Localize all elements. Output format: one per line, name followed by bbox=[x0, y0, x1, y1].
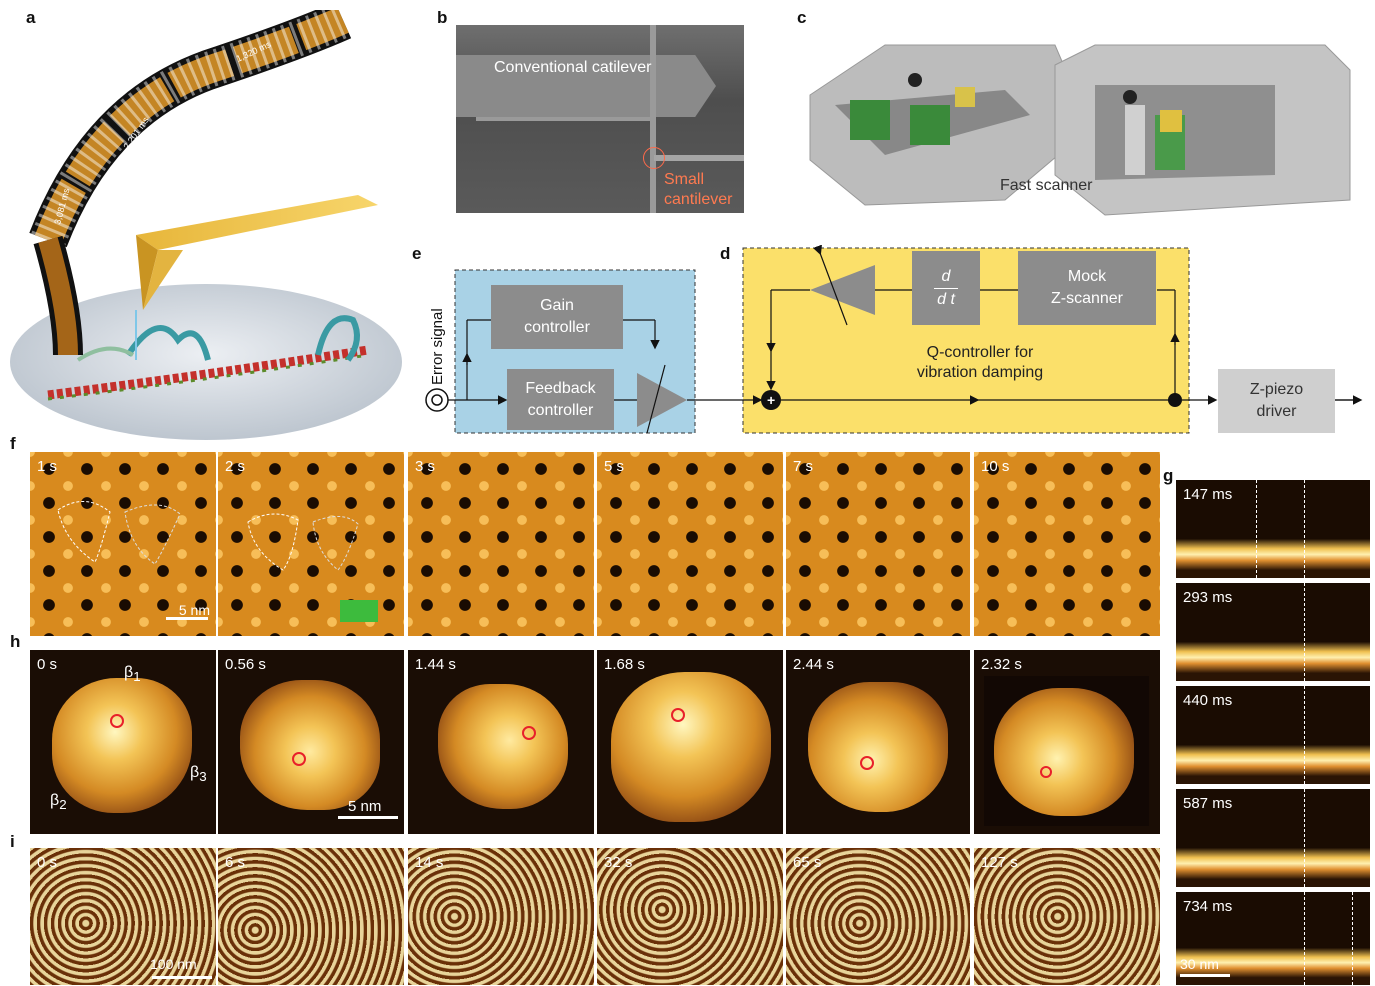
f-frame-4: 5 s bbox=[597, 452, 783, 636]
panel-label-g: g bbox=[1163, 466, 1174, 485]
h-frame-4: 1.68 s bbox=[597, 650, 783, 834]
panel-label-a: a bbox=[26, 8, 36, 27]
panel-a-illustration: 1,320 ms 2,201 ms 3,081 ms bbox=[10, 10, 402, 440]
h-frame-1: 0 s β1 β2 β3 bbox=[30, 650, 216, 834]
g-frame-2: 293 ms bbox=[1176, 583, 1370, 681]
f-frame-3: 3 s bbox=[408, 452, 594, 636]
i-frame-5: 65 s bbox=[786, 848, 970, 985]
derivative-box: d d t bbox=[912, 251, 980, 325]
red-marker-2 bbox=[292, 752, 306, 766]
panel-label-h: h bbox=[10, 632, 21, 651]
small-cantilever-marker bbox=[643, 147, 665, 169]
i-time-4: 32 s bbox=[604, 854, 633, 871]
green-scale-bar bbox=[340, 600, 378, 622]
f-frame-6: 10 s bbox=[974, 452, 1160, 636]
cantilever bbox=[136, 195, 378, 250]
g-frame-1: 147 ms bbox=[1176, 480, 1370, 578]
panel-label-b: b bbox=[437, 8, 448, 27]
h-time-2: 0.56 s bbox=[225, 656, 266, 673]
i-time-5: 65 s bbox=[793, 854, 822, 871]
conventional-cantilever-label: Conventional catilever bbox=[494, 59, 652, 76]
output-arrow bbox=[1335, 396, 1360, 404]
g-time-5: 734 ms bbox=[1183, 898, 1233, 915]
feedback-controller-box: Feedback controller bbox=[507, 369, 614, 430]
panel-label-e: e bbox=[412, 244, 422, 263]
i-frame-3: 14 s bbox=[408, 848, 594, 985]
g-frame-3: 440 ms bbox=[1176, 686, 1370, 784]
h-time-4: 1.68 s bbox=[604, 656, 645, 673]
g-time-3: 440 ms bbox=[1183, 692, 1233, 709]
plus-sign: + bbox=[767, 392, 775, 408]
f-time-1: 1 s bbox=[37, 458, 58, 475]
h-frame-3: 1.44 s bbox=[408, 650, 594, 834]
red-marker-6 bbox=[1040, 766, 1052, 778]
i-scale-label: 100 nm bbox=[150, 956, 197, 972]
f-time-4: 5 s bbox=[604, 458, 625, 475]
f-time-2: 2 s bbox=[225, 458, 246, 475]
h-scale-label: 5 nm bbox=[348, 798, 382, 815]
f-scale-label: 5 nm bbox=[178, 602, 210, 618]
i-time-6: 127 s bbox=[981, 854, 1018, 871]
panel-label-i: i bbox=[10, 832, 15, 851]
h-frame-6: 2.32 s bbox=[974, 650, 1160, 834]
amplifier-e bbox=[637, 373, 687, 427]
beta2-label: β2 bbox=[50, 792, 67, 813]
g-time-2: 293 ms bbox=[1183, 589, 1233, 606]
i-frame-2: 6 s bbox=[218, 848, 404, 985]
panel-c-scanner-illustration: Fast scanner bbox=[809, 44, 1351, 216]
beta1-label: β1 bbox=[124, 664, 141, 685]
g-scale-label: 30 nm bbox=[1180, 956, 1219, 972]
i-time-1: 0 s bbox=[37, 854, 58, 871]
i-time-3: 14 s bbox=[415, 854, 444, 871]
red-marker-4 bbox=[671, 708, 685, 722]
red-marker-5 bbox=[860, 756, 874, 770]
f-frame-1: 1 s 5 nm bbox=[30, 452, 216, 636]
sample-surface bbox=[10, 284, 402, 440]
g-frame-5: 734 ms 30 nm bbox=[1176, 892, 1370, 985]
f-time-5: 7 s bbox=[793, 458, 814, 475]
red-marker-3 bbox=[522, 726, 536, 740]
q-controller-label: Q-controller for vibration damping bbox=[916, 344, 1044, 381]
panel-label-d: d bbox=[720, 244, 731, 263]
h-frame-5: 2.44 s bbox=[786, 650, 970, 834]
h-time-6: 2.32 s bbox=[981, 656, 1022, 673]
h-time-5: 2.44 s bbox=[793, 656, 834, 673]
fast-scanner-label: Fast scanner bbox=[1000, 177, 1093, 194]
panel-label-c: c bbox=[797, 8, 807, 27]
beta3-label: β3 bbox=[190, 764, 207, 785]
conventional-cantilever-shape bbox=[456, 55, 716, 117]
summing-junction bbox=[761, 390, 781, 410]
f-frame-2: 2 s bbox=[218, 452, 404, 636]
mock-z-scanner-box: Mock Z-scanner bbox=[1018, 251, 1156, 325]
amplifier-d bbox=[810, 265, 875, 315]
z-piezo-driver-box: Z-piezo driver bbox=[1218, 369, 1335, 433]
actin-filament bbox=[47, 345, 369, 400]
small-cantilever-label: Small cantilever bbox=[664, 171, 733, 208]
i-time-2: 6 s bbox=[225, 854, 246, 871]
panel-label-f: f bbox=[10, 434, 16, 453]
gain-controller-box: Gain controller bbox=[491, 285, 623, 349]
panel-b-sem-image: Conventional catilever Small cantilever bbox=[456, 25, 744, 213]
i-frame-4: 32 s bbox=[597, 848, 783, 985]
h-time-3: 1.44 s bbox=[415, 656, 456, 673]
f-time-6: 10 s bbox=[981, 458, 1010, 475]
g-time-1: 147 ms bbox=[1183, 486, 1233, 503]
error-signal-label: Error signal bbox=[429, 308, 446, 385]
g-frame-4: 587 ms bbox=[1176, 789, 1370, 887]
h-time-1: 0 s bbox=[37, 656, 58, 673]
h-frame-2: 0.56 s 5 nm bbox=[218, 650, 404, 834]
g-time-4: 587 ms bbox=[1183, 795, 1233, 812]
myosin-molecule bbox=[125, 325, 211, 361]
i-frame-1: 0 s 100 nm bbox=[30, 848, 216, 985]
f-frame-5: 7 s bbox=[786, 452, 970, 636]
i-frame-6: 127 s bbox=[974, 848, 1160, 985]
red-marker-1 bbox=[110, 714, 124, 728]
f-time-3: 3 s bbox=[415, 458, 436, 475]
